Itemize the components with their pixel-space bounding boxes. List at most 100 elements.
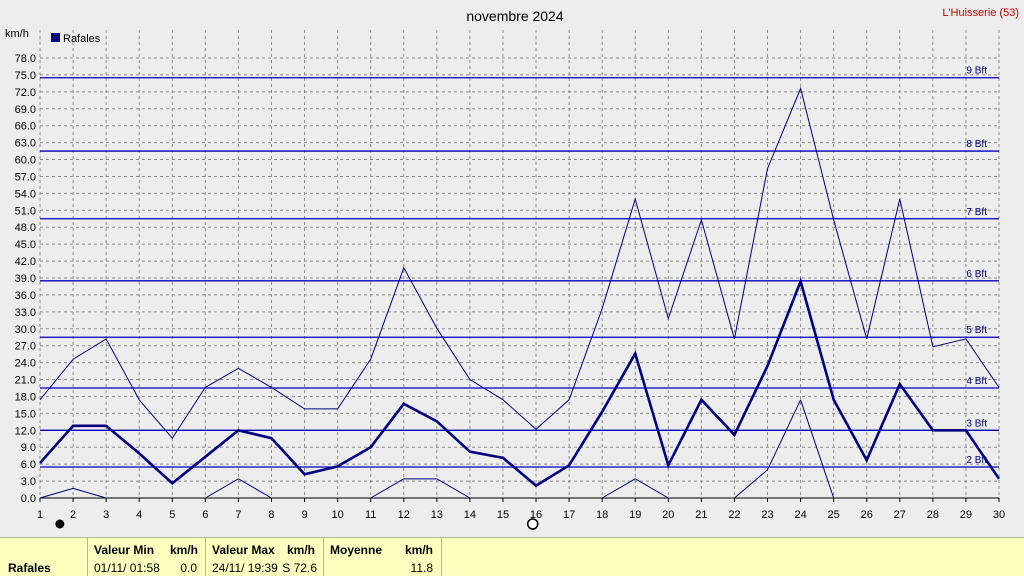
x-tick-label: 2 [70, 509, 76, 521]
beaufort-label: 2 Bft [966, 455, 987, 466]
y-tick-label: 69.0 [15, 104, 36, 116]
x-tick-label: 14 [464, 509, 476, 521]
beaufort-label: 7 Bft [966, 207, 987, 218]
y-tick-label: 24.0 [15, 358, 36, 370]
stats-footer: Rafales Valeur Min km/h 01/11/ 01:58 0.0… [0, 537, 1024, 576]
station-name: L'Huisserie (53) [942, 7, 1019, 19]
x-tick-label: 9 [301, 509, 307, 521]
min-series-segment [734, 469, 768, 499]
x-tick-label: 15 [497, 509, 509, 521]
y-tick-label: 15.0 [15, 408, 36, 420]
beaufort-label: 4 Bft [966, 376, 987, 387]
x-tick-label: 6 [202, 509, 208, 521]
x-tick-label: 18 [596, 509, 608, 521]
x-tick-label: 25 [828, 509, 840, 521]
footer-avg-cell: Moyenne km/h 11.8 [324, 538, 442, 576]
min-series-segment [436, 478, 471, 499]
avg-header: Moyenne [330, 543, 383, 557]
beaufort-lines: 2 Bft 3 Bft 4 Bft 5 Bft 6 Bft 7 Bft 8 Bft 9 Bft [40, 66, 999, 468]
x-tick-label: 29 [960, 509, 972, 521]
x-tick-label: 11 [365, 509, 376, 521]
x-tick-label: 23 [761, 509, 773, 521]
x-tick-labels: 1 2 3 4 5 6 7 8 9 10 11 12 13 14 15 16 17 18 19 20 21 22 23 24 2… [37, 509, 1005, 521]
max-unit: km/h [287, 543, 316, 557]
chart: 2 Bft 3 Bft 4 Bft 5 Bft 6 Bft 7 Bft 8 Bft 9 Bft… [5, 7, 1019, 530]
x-tick-label: 12 [398, 509, 410, 521]
min-series-segment [205, 478, 239, 499]
chart-grid [39, 30, 1000, 502]
min-unit: km/h [170, 543, 199, 557]
max-header: Valeur Max [212, 543, 275, 557]
y-tick-label: 27.0 [15, 341, 36, 353]
y-tick-label: 57.0 [15, 171, 36, 183]
y-tick-label: 12.0 [15, 425, 36, 437]
min-series-segment [238, 478, 272, 499]
y-tick-label: 48.0 [15, 222, 36, 234]
beaufort-label: 8 Bft [966, 139, 987, 150]
beaufort-label: 6 Bft [966, 269, 987, 280]
footer-row-label: Rafales [8, 561, 51, 575]
y-tick-labels: 0.0 3.0 6.0 9.0 12.0 15.0 18.0 21.0 24.0 27.0 30.0… [15, 53, 36, 505]
x-tick-label: 1 [37, 509, 43, 521]
chart-series [39, 86, 1001, 499]
y-tick-label: 45.0 [15, 239, 36, 251]
min-series-segment [72, 487, 107, 499]
min-series-segment [601, 478, 636, 499]
y-axis-unit: km/h [5, 28, 29, 40]
y-tick-label: 3.0 [21, 476, 36, 488]
beaufort-label: 3 Bft [966, 418, 987, 429]
y-tick-label: 72.0 [15, 87, 36, 99]
x-tick-label: 20 [662, 509, 674, 521]
x-tick-label: 19 [629, 509, 641, 521]
y-tick-label: 36.0 [15, 290, 36, 302]
max-value: S 72.6 [282, 561, 317, 575]
y-tick-label: 54.0 [15, 188, 36, 200]
x-tick-label: 16 [530, 509, 542, 521]
x-tick-label: 7 [235, 509, 241, 521]
y-tick-label: 66.0 [15, 121, 36, 133]
y-tick-label: 75.0 [15, 70, 36, 82]
footer-max-cell: Valeur Max km/h 24/11/ 19:39 S 72.6 [206, 538, 324, 576]
x-tick-label: 28 [927, 509, 939, 521]
x-tick-label: 10 [331, 509, 343, 521]
y-tick-label: 60.0 [15, 155, 36, 167]
y-tick-label: 39.0 [15, 273, 36, 285]
min-series-segment [767, 399, 802, 471]
x-tick-label: 30 [993, 509, 1005, 521]
legend-label: Rafales [63, 33, 101, 45]
x-tick-label: 22 [728, 509, 740, 521]
min-date: 01/11/ 01:58 [94, 561, 160, 575]
footer-label-cell: Rafales [0, 538, 88, 576]
min-series-segment [800, 399, 835, 499]
legend-swatch [51, 33, 60, 42]
avg-unit: km/h [405, 543, 434, 557]
beaufort-label: 9 Bft [966, 66, 987, 77]
new-moon-icon [55, 519, 65, 529]
min-header: Valeur Min [94, 543, 155, 557]
footer-min-cell: Valeur Min km/h 01/11/ 01:58 0.0 [88, 538, 206, 576]
rafales-series-line [39, 277, 1001, 488]
x-tick-label: 21 [695, 509, 707, 521]
x-tick-label: 17 [563, 509, 575, 521]
avg-value: 11.8 [410, 561, 433, 575]
x-tick-label: 8 [268, 509, 274, 521]
min-value: 0.0 [180, 561, 197, 575]
y-tick-label: 33.0 [15, 307, 36, 319]
x-tick-label: 3 [103, 509, 109, 521]
min-series-segment [39, 487, 74, 499]
moon-phases [55, 518, 539, 530]
y-tick-label: 42.0 [15, 256, 36, 268]
plot-area [40, 58, 999, 498]
x-tick-label: 26 [861, 509, 873, 521]
x-tick-label: 5 [169, 509, 175, 521]
y-tick-label: 9.0 [21, 442, 36, 454]
max-series-line [39, 86, 1000, 440]
min-series-segment [634, 478, 669, 499]
min-series-segment [370, 478, 405, 499]
max-date: 24/11/ 19:39 [212, 561, 278, 575]
beaufort-label: 5 Bft [966, 325, 987, 336]
full-moon-icon [526, 518, 539, 530]
y-tick-label: 30.0 [15, 324, 36, 336]
y-tick-label: 0.0 [21, 493, 36, 505]
x-tick-label: 27 [894, 509, 906, 521]
